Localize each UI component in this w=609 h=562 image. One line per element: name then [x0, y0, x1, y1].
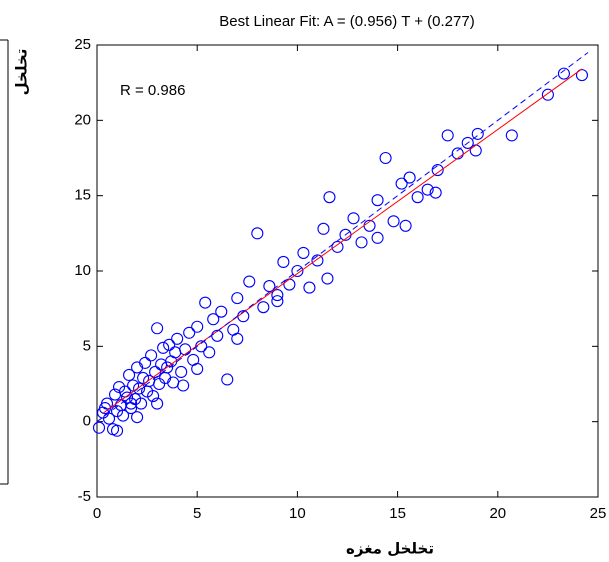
data-point: [131, 411, 144, 424]
data-point: [171, 332, 184, 345]
data-point: [147, 390, 160, 403]
data-point: [421, 183, 434, 196]
annotation: R = 0.986: [120, 82, 185, 99]
fit-line: [102, 68, 583, 414]
chart-title: Best Linear Fit: A = (0.956) T + (0.277): [219, 13, 474, 30]
data-point: [145, 349, 158, 362]
data-point: [441, 129, 454, 142]
data-point: [110, 424, 124, 437]
data-point: [297, 246, 310, 259]
data-point: [191, 320, 204, 333]
data-point: [177, 379, 190, 392]
data-point: [207, 313, 220, 326]
data-point: [243, 275, 256, 288]
data-point: [291, 264, 304, 278]
data-point: [92, 421, 106, 434]
data-point: [112, 380, 126, 394]
data-point: [431, 164, 444, 177]
data-point: [125, 397, 138, 410]
data-point: [129, 393, 142, 406]
data-point: [379, 151, 392, 165]
data-point: [151, 322, 164, 335]
data-point: [121, 391, 134, 404]
data-point: [575, 69, 589, 82]
data-point: [161, 361, 174, 374]
x-tick-label: 20: [489, 505, 506, 522]
data-point: [411, 191, 424, 204]
x-tick-label: 10: [289, 505, 306, 522]
data-point: [541, 88, 554, 101]
data-point: [399, 219, 412, 232]
y-tick-label: 10: [74, 262, 91, 279]
data-point: [175, 365, 188, 378]
x-axis-label: تخلخل مغزه: [346, 540, 434, 558]
data-point: [203, 346, 216, 359]
data-point: [271, 295, 284, 308]
data-point: [135, 397, 148, 410]
x-tick-label: 15: [389, 505, 406, 522]
data-point: [557, 67, 570, 80]
data-point: [277, 255, 290, 269]
data-point: [403, 171, 416, 184]
data-point: [387, 215, 400, 228]
x-tick-label: 25: [590, 505, 607, 522]
data-point: [371, 231, 384, 244]
data-point: [461, 136, 474, 149]
data-point: [321, 272, 334, 285]
data-point: [183, 326, 196, 339]
data-point: [429, 186, 442, 199]
y-tick-label: 20: [74, 111, 91, 128]
data-point: [451, 147, 464, 160]
y-axis-label: تخلخل: [13, 49, 31, 96]
data-point: [139, 356, 152, 369]
data-point: [371, 194, 384, 207]
data-point: [395, 177, 408, 190]
data-point: [355, 236, 368, 249]
y-tick-label: -5: [78, 488, 91, 505]
data-point: [151, 397, 164, 410]
data-point: [347, 212, 360, 225]
data-point: [323, 191, 336, 204]
data-point: [199, 296, 212, 309]
data-point: [117, 409, 130, 422]
data-point: [231, 292, 244, 305]
fit-line: [96, 52, 589, 423]
data-point: [471, 127, 484, 140]
x-tick-label: 5: [193, 505, 201, 522]
data-point: [163, 338, 176, 351]
data-point: [271, 289, 284, 302]
data-point: [157, 341, 170, 354]
data-point: [257, 301, 270, 314]
data-point: [123, 368, 136, 382]
data-point: [311, 254, 324, 267]
data-point: [215, 305, 228, 318]
data-point: [137, 371, 150, 385]
data-point: [221, 373, 234, 386]
y-tick-label: 5: [83, 337, 91, 354]
y-tick-label: 15: [74, 187, 91, 204]
y-tick-label: 25: [74, 36, 91, 53]
x-tick-label: 0: [93, 505, 101, 522]
y-tick-label: 0: [83, 413, 91, 430]
data-point: [110, 405, 124, 418]
data-point: [303, 281, 316, 294]
data-point: [133, 382, 146, 395]
data-point: [251, 227, 264, 240]
data-point: [191, 362, 204, 375]
data-point: [231, 332, 244, 345]
data-point: [317, 222, 330, 235]
data-point: [505, 129, 518, 142]
